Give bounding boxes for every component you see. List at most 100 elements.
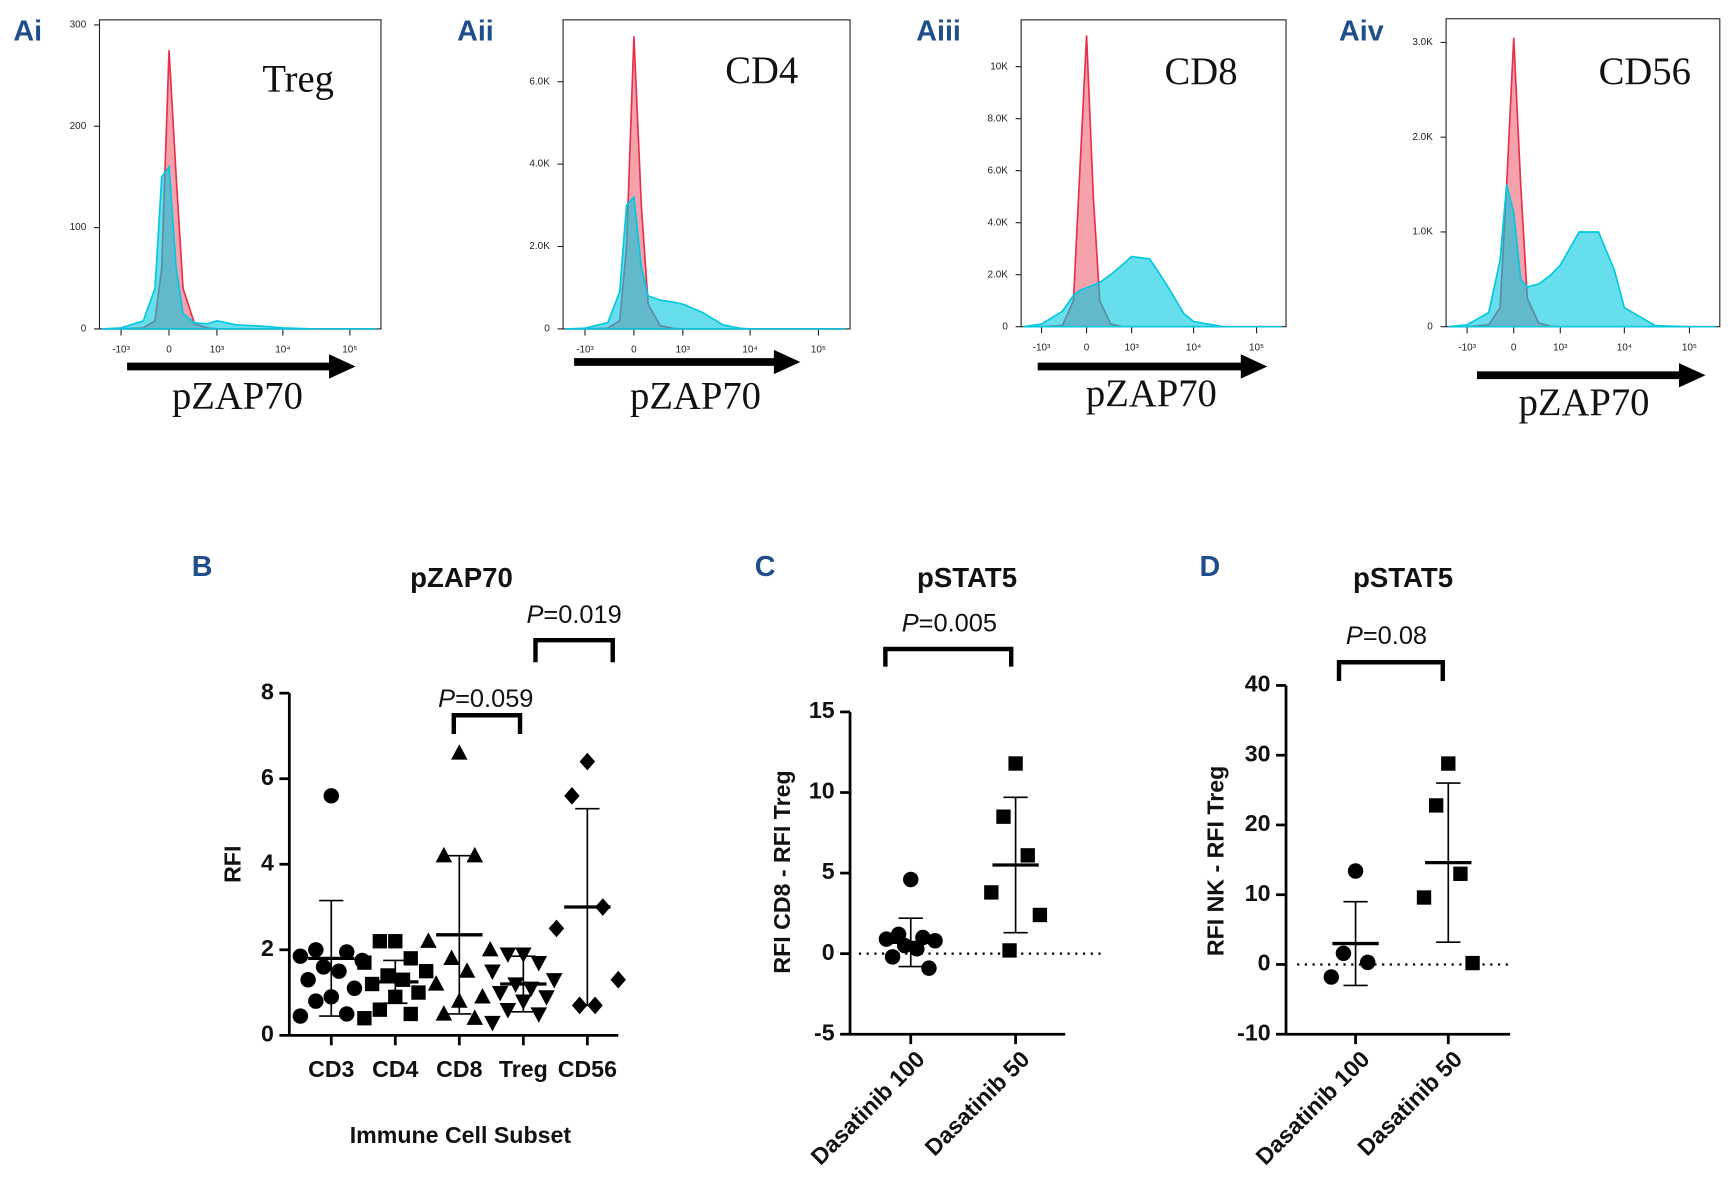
point	[1323, 969, 1340, 985]
x-tick-label: 10⁵	[1682, 342, 1697, 353]
point	[331, 963, 347, 979]
point	[1335, 945, 1352, 962]
point	[996, 809, 1011, 824]
p-value: P=0.059	[438, 684, 533, 712]
point	[1428, 798, 1444, 813]
point	[491, 985, 509, 1002]
y-tick-label: 2.0K	[529, 241, 550, 252]
y-axis-label: RFI CD8 - RFI Treg	[769, 770, 795, 973]
x-tick-label: -10³	[576, 345, 594, 356]
panel-label: D	[1200, 551, 1221, 583]
annotation: CD56	[1599, 51, 1691, 93]
p-value: P=0.08	[1346, 622, 1427, 650]
x-axis-label: pZAP70	[630, 375, 761, 417]
point	[878, 931, 895, 947]
significance-bracket	[883, 646, 1014, 667]
point	[388, 934, 403, 949]
point	[530, 955, 548, 972]
point	[403, 1006, 418, 1022]
point	[357, 1011, 372, 1026]
point	[339, 944, 355, 960]
x-tick-label: CD4	[372, 1056, 418, 1082]
point	[1002, 943, 1017, 958]
y-axis-label: RFI	[219, 846, 245, 883]
y-tick-label: 30	[1245, 740, 1271, 766]
x-tick-label: CD8	[436, 1056, 482, 1082]
y-tick-label: 40	[1245, 671, 1271, 697]
point	[364, 976, 380, 992]
y-tick-label: 0	[822, 939, 835, 965]
point	[579, 752, 596, 771]
significance-bracket	[1336, 660, 1445, 682]
x-tick-label: Dasatinib 100	[806, 1046, 930, 1170]
plot-frame	[562, 19, 851, 330]
point	[357, 955, 372, 970]
point	[451, 744, 468, 760]
y-tick-label: 8.0K	[987, 113, 1008, 124]
point	[921, 960, 937, 976]
point	[1032, 907, 1048, 923]
y-tick-label: 3.0K	[1412, 37, 1433, 48]
annotation: Treg	[262, 59, 334, 101]
point	[403, 951, 418, 966]
arrow-head	[1678, 363, 1706, 388]
point	[427, 975, 445, 991]
point	[1008, 756, 1023, 771]
x-tick-label: -10³	[1033, 342, 1051, 353]
point	[411, 985, 426, 1000]
y-tick-label: 2	[261, 935, 274, 961]
point	[1359, 954, 1376, 971]
point	[1453, 866, 1468, 881]
point	[292, 948, 309, 964]
point	[292, 1008, 309, 1024]
histogram-area	[565, 36, 846, 330]
panel-label: Aiii	[916, 16, 961, 48]
arrow-head	[1240, 354, 1268, 379]
x-tick-label: 0	[1084, 342, 1090, 353]
point	[1465, 955, 1480, 971]
point	[466, 846, 484, 863]
point	[499, 1003, 517, 1019]
point	[610, 970, 626, 989]
x-tick-label: 10⁵	[1249, 342, 1264, 353]
point	[1347, 863, 1364, 879]
panel-label: C	[755, 551, 776, 583]
point	[474, 988, 491, 1004]
point	[884, 949, 901, 965]
point	[308, 942, 324, 958]
chart-title: pZAP70	[410, 562, 513, 593]
panel-label: Ai	[13, 16, 42, 48]
point	[308, 993, 324, 1009]
point	[1020, 848, 1035, 863]
x-tick-label: 0	[631, 345, 637, 356]
point	[481, 940, 499, 957]
point	[515, 947, 532, 963]
y-tick-label: 0	[1427, 321, 1433, 332]
x-axis-label: pZAP70	[1086, 373, 1217, 415]
arrow-head	[329, 354, 356, 379]
x-tick-label: 10⁴	[1186, 342, 1201, 353]
y-tick-label: 5	[822, 858, 835, 884]
x-tick-label: CD56	[558, 1056, 617, 1082]
point	[499, 947, 517, 963]
x-tick-label: 10³	[210, 345, 225, 356]
panel-label: Aii	[457, 16, 494, 48]
point	[300, 972, 316, 988]
point	[395, 972, 411, 987]
y-tick-label: 0	[1002, 321, 1008, 332]
point	[484, 964, 501, 981]
point	[538, 990, 555, 1006]
x-tick-label: 10⁴	[742, 345, 757, 356]
point	[548, 919, 565, 938]
y-axis-label: RFI NK - RFI Treg	[1203, 766, 1229, 956]
panel-label: Aiv	[1339, 16, 1384, 48]
chart-title: pSTAT5	[1353, 562, 1453, 593]
x-tick-label: -10³	[112, 345, 130, 356]
point	[890, 926, 907, 943]
point	[339, 1006, 355, 1022]
point	[903, 871, 919, 888]
y-tick-label: 10	[809, 778, 835, 804]
point	[927, 933, 943, 949]
x-tick-label: Dasatinib 100	[1251, 1046, 1375, 1170]
